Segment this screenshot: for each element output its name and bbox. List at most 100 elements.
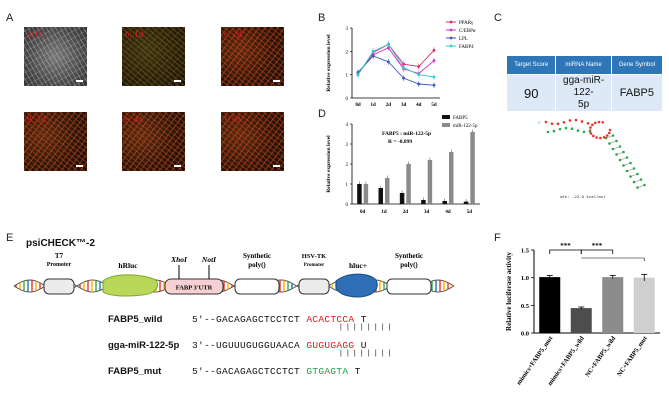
y-tick-label: 0 bbox=[346, 203, 349, 208]
synthetic-poly-box-1 bbox=[234, 278, 280, 295]
hsv-tk-sub-label: Promoter bbox=[304, 263, 325, 268]
table-row: 90 gga-miR-122- 5p FABP5 bbox=[505, 74, 664, 112]
mfe-label: mfe: -22.9 kcal/mol bbox=[560, 196, 606, 200]
micrograph-label: e: 4d bbox=[125, 114, 143, 124]
x-tick-label: 0d bbox=[355, 103, 361, 108]
nucleotide bbox=[558, 127, 562, 131]
base-pair-line bbox=[612, 146, 620, 150]
x-tick-label: 2d bbox=[403, 210, 409, 215]
base-pair-line bbox=[630, 174, 637, 177]
nucleotide bbox=[594, 121, 597, 125]
vector-name: psiCHECK™-2 bbox=[26, 238, 95, 249]
header-mirna-name: miRNA Name bbox=[555, 55, 612, 75]
y-tick-label: 1 bbox=[346, 183, 349, 188]
seq-seed-site: GUGUGAGG bbox=[306, 340, 355, 351]
x-tick-label: NC+FABP5_mut bbox=[616, 334, 649, 377]
bar bbox=[570, 308, 592, 333]
nucleotide bbox=[636, 172, 639, 176]
significance-bracket bbox=[580, 249, 614, 254]
nucleotide bbox=[592, 134, 595, 138]
nucleotide bbox=[574, 118, 578, 122]
bar bbox=[463, 201, 469, 204]
bar bbox=[427, 160, 433, 204]
bar bbox=[633, 277, 655, 333]
pairing-lines-1: | | | | | | | | bbox=[340, 324, 393, 331]
micrograph-3d: d: 3d bbox=[24, 112, 87, 171]
x-tick-label: 5d bbox=[431, 103, 437, 108]
x-tick-label: NC+FABP5_wild bbox=[584, 335, 617, 379]
base-pair-line bbox=[637, 185, 644, 188]
y-tick-label: 0 bbox=[346, 97, 349, 102]
header-gene-symbol: Gene Symbol bbox=[610, 55, 664, 75]
x-tick-label: 4d bbox=[445, 210, 451, 215]
nucleotide bbox=[618, 145, 622, 148]
hrluc-label: hRluc bbox=[118, 261, 138, 270]
nucleotide bbox=[615, 139, 618, 143]
nucleotide bbox=[589, 126, 592, 129]
seq-mir122: 3′--UGUUUGUGGUAACA GUGUGAGG U bbox=[192, 340, 367, 351]
micrograph-label: c: 2d bbox=[224, 29, 242, 39]
five-prime-label: 5' bbox=[538, 120, 541, 125]
scale-bar bbox=[174, 80, 181, 82]
chart-d-fabp5-mir122: 0 1 2 3 4 0d 1d 2d 3d 4d 5d Relative expression lev… bbox=[326, 115, 480, 215]
x-tick-label: 2d bbox=[386, 103, 392, 108]
nucleotide bbox=[580, 120, 584, 123]
base-pair-line bbox=[623, 163, 630, 166]
data-point bbox=[417, 65, 421, 68]
bar bbox=[406, 164, 411, 204]
micrograph-2d: c: 2d bbox=[221, 27, 284, 86]
micrograph-1d: b: 1d bbox=[122, 27, 185, 86]
data-point bbox=[371, 54, 375, 58]
nucleotide bbox=[546, 130, 550, 134]
nucleotide bbox=[562, 120, 566, 124]
nucleotide bbox=[564, 126, 568, 130]
legend-label: miR-122-5p bbox=[453, 124, 478, 129]
x-tick-label: 5d bbox=[467, 210, 473, 215]
scale-bar bbox=[76, 165, 83, 167]
nucleotide bbox=[632, 167, 636, 170]
legend-marker bbox=[449, 28, 453, 32]
x-tick-label: 4d bbox=[416, 103, 422, 108]
nucleotide bbox=[576, 129, 580, 132]
micrograph-label: d: 3d bbox=[27, 114, 46, 124]
x-tick-label: 1d bbox=[381, 210, 387, 215]
base-pair-line bbox=[605, 135, 613, 139]
nucleotide bbox=[608, 128, 612, 132]
data-point bbox=[402, 62, 405, 66]
y-tick-label: 1.5 bbox=[521, 248, 530, 255]
data-point bbox=[371, 49, 375, 53]
micrograph-4d: e: 4d bbox=[122, 112, 185, 171]
data-point bbox=[387, 42, 390, 46]
data-point bbox=[432, 48, 436, 52]
seq-mutated-site: GTGAGTA bbox=[306, 366, 349, 377]
seq-binding-site: ACACTCCA bbox=[306, 314, 355, 325]
series-line bbox=[357, 47, 435, 75]
legend-marker bbox=[449, 36, 453, 40]
nucleotide bbox=[589, 132, 593, 135]
series-line bbox=[357, 43, 435, 78]
nucleotide bbox=[611, 134, 615, 137]
legend-label: FABP4 bbox=[459, 45, 474, 50]
y-tick-label: 2 bbox=[346, 50, 349, 55]
fabp-utr-box bbox=[164, 278, 224, 295]
seq-name-fabp5-wild: FABP5_wild bbox=[108, 314, 163, 325]
nucleotide bbox=[602, 136, 606, 139]
hrluc-gene-shape bbox=[102, 274, 158, 297]
scale-bar bbox=[273, 80, 280, 82]
y-tick-label: 3 bbox=[346, 27, 349, 32]
hluc-label: hluc+ bbox=[349, 261, 367, 270]
micrograph-5d: f: 5d bbox=[221, 112, 284, 171]
seq-fabp5-mut: 5′--GACAGAGCTCCTCT GTGAGTA T bbox=[192, 366, 361, 377]
nucleotide bbox=[568, 119, 572, 122]
data-point bbox=[387, 60, 390, 64]
y-axis-label: Relative expression level bbox=[326, 34, 332, 92]
y-tick-label: 0.5 bbox=[521, 303, 530, 310]
y-tick-label: 2 bbox=[346, 163, 349, 168]
nucleotide bbox=[556, 122, 560, 126]
panel-letter-c: C bbox=[494, 12, 502, 24]
y-tick-label: 1.0 bbox=[521, 275, 529, 282]
nucleotide bbox=[591, 123, 594, 127]
data-point bbox=[432, 83, 436, 87]
y-tick-label: 3 bbox=[346, 143, 349, 148]
t7-sub-label: Promoter bbox=[47, 262, 72, 268]
